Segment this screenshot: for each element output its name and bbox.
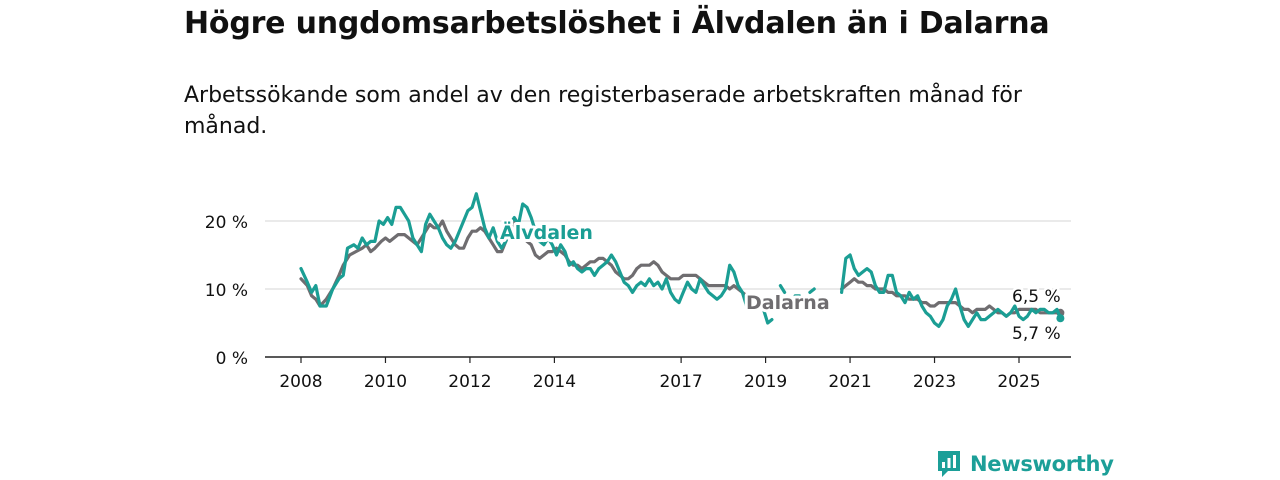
y-tick-label: 0 % — [216, 349, 248, 369]
newsworthy-logo-text: Newsworthy — [970, 452, 1114, 476]
chart-title: Högre ungdomsarbetslöshet i Älvdalen än … — [184, 6, 1050, 41]
series-label-dalarna-halo: Dalarna — [746, 292, 830, 314]
line-chart: 0 % 10 % 20 % 2008 2010 2012 2014 2017 2019 2021… — [205, 192, 1071, 392]
end-label-alvdalen-halo: 5,7 % — [1012, 324, 1061, 344]
end-label-dalarna: 6,5 % — [1012, 287, 1061, 307]
series-label-alvdalen-halo: Älvdalen — [500, 220, 593, 244]
end-label-alvdalen: 5,7 % — [1012, 324, 1061, 344]
series-line-alvdalen — [299, 192, 1062, 328]
series-lines — [299, 192, 1065, 328]
x-tick-label: 2023 — [913, 372, 956, 392]
y-tick-label: 10 % — [205, 281, 248, 301]
x-tick-label: 2019 — [744, 372, 787, 392]
x-tick-label: 2025 — [997, 372, 1040, 392]
y-axis-ticks: 0 % 10 % 20 % — [205, 213, 248, 369]
y-tick-label: 20 % — [205, 213, 248, 233]
series-end-point — [1056, 314, 1065, 323]
x-tick-label: 2008 — [279, 372, 322, 392]
end-label-dalarna-halo: 6,5 % — [1012, 287, 1061, 307]
x-tick-label: 2017 — [659, 372, 702, 392]
x-tick-label: 2010 — [364, 372, 407, 392]
x-tick-label: 2012 — [448, 372, 491, 392]
series-label-dalarna: Dalarna — [746, 292, 830, 314]
chart-subtitle: Arbetssökande som andel av den registerb… — [184, 83, 1022, 139]
series-label-alvdalen: Älvdalen — [500, 220, 593, 244]
x-axis-ticks: 2008 2010 2012 2014 2017 2019 2021 2023 2025 — [279, 357, 1041, 392]
newsworthy-logo: Newsworthy — [936, 448, 1114, 480]
x-tick-label: 2014 — [533, 372, 576, 392]
newsworthy-logo-icon — [938, 451, 960, 477]
x-tick-label: 2021 — [828, 372, 871, 392]
